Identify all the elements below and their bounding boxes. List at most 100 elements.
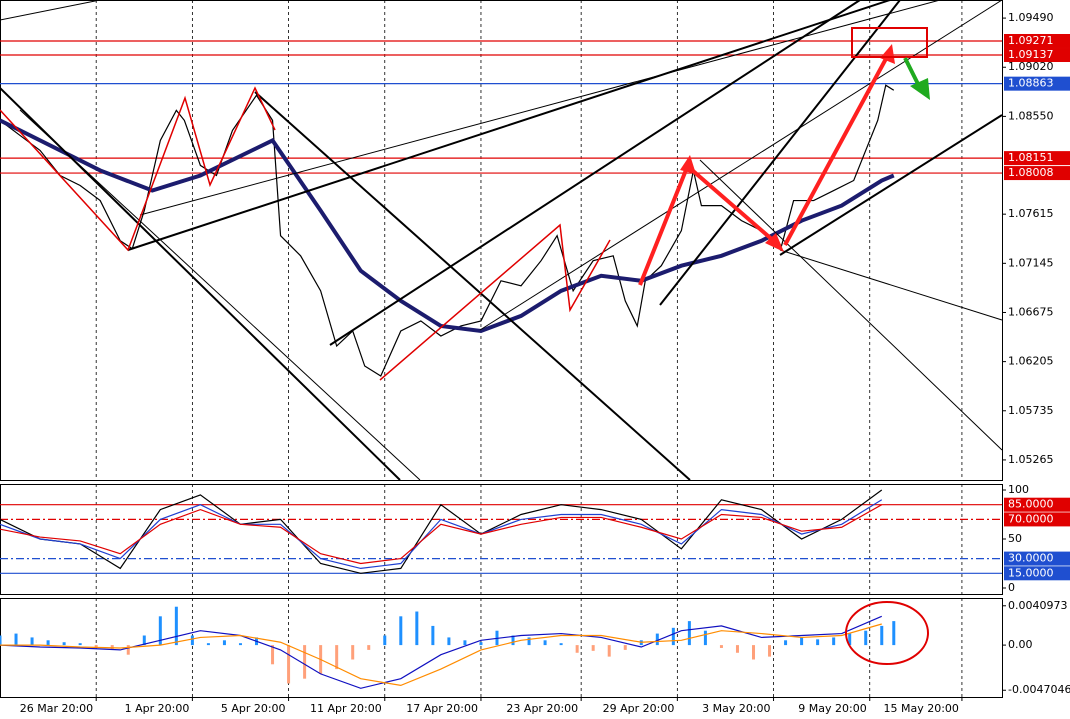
y-tick-label: 0 <box>1008 581 1015 594</box>
level-label: 1.08863 <box>1008 77 1054 90</box>
histogram-bar <box>190 635 194 646</box>
histogram-bar <box>399 616 403 646</box>
arrow-head <box>910 78 930 100</box>
x-tick-label: 11 Apr 20:00 <box>310 702 382 715</box>
histogram-bar <box>752 645 756 660</box>
trend-line <box>699 159 1003 451</box>
histogram-bar <box>46 640 50 646</box>
histogram-bar <box>575 645 579 653</box>
histogram-bar <box>880 625 884 646</box>
panel-frame <box>0 598 1003 698</box>
arrow-head <box>880 44 895 64</box>
trend-line <box>329 0 861 346</box>
x-tick-label: 29 Apr 20:00 <box>603 702 675 715</box>
arrow-head <box>680 155 696 174</box>
trend-line <box>659 0 901 306</box>
y-tick-label: 1.08550 <box>1008 109 1054 122</box>
x-tick-label: 1 Apr 20:00 <box>125 702 190 715</box>
level-label: 85.0000 <box>1008 498 1054 511</box>
histogram-bar <box>78 643 82 646</box>
histogram-bar <box>800 637 804 646</box>
histogram-bar <box>784 640 788 646</box>
histogram-bar <box>222 640 226 646</box>
histogram-bar <box>768 645 772 657</box>
histogram-bar <box>623 645 627 650</box>
annotations <box>0 0 1003 665</box>
histogram-bar <box>367 645 371 650</box>
level-label-box <box>1004 497 1070 512</box>
highlight-ellipse <box>845 601 929 665</box>
zigzag <box>0 86 276 252</box>
level-label: 15.0000 <box>1008 566 1054 579</box>
y-tick-label: 1.06205 <box>1008 355 1054 368</box>
trend-line <box>479 0 1003 331</box>
histogram-bar <box>0 635 2 646</box>
y-tick-label: 1.09020 <box>1008 60 1054 73</box>
y-tick-label: 1.07145 <box>1008 256 1054 269</box>
y-tick-label: 1.07615 <box>1008 207 1054 220</box>
histogram-bar <box>559 643 563 646</box>
histogram-bar <box>719 645 723 648</box>
histogram-bar <box>238 643 242 646</box>
histogram-bar <box>351 645 355 660</box>
level-label-box <box>1004 166 1070 181</box>
level-label-box <box>1004 512 1070 527</box>
arrow <box>638 164 690 286</box>
histogram-bar <box>543 640 547 646</box>
histogram-bar <box>142 635 146 646</box>
histogram-bar <box>735 645 739 653</box>
histogram-bar <box>94 645 98 648</box>
histogram-bar <box>892 621 896 646</box>
histogram-bar <box>832 637 836 646</box>
histogram-bar <box>206 643 210 646</box>
y-tick-label: 1.09490 <box>1008 11 1054 24</box>
histogram-bar <box>158 616 162 646</box>
level-label-box <box>1004 551 1070 566</box>
level-label-box <box>1004 33 1070 48</box>
y-tick-label: -0.0047046 <box>1008 683 1070 696</box>
histogram-bar <box>703 630 707 646</box>
histogram-bar <box>271 645 275 665</box>
level-label: 1.09271 <box>1008 34 1054 47</box>
level-label-box <box>1004 151 1070 166</box>
arrow <box>783 54 890 246</box>
series-line <box>0 118 895 334</box>
histogram-bar <box>527 637 531 646</box>
histogram-bar <box>671 627 675 646</box>
y-tick-label: 100 <box>1008 483 1029 496</box>
histogram-bar <box>591 645 595 651</box>
y-tick-label: 1.06675 <box>1008 305 1054 318</box>
x-tick-label: 17 Apr 20:00 <box>406 702 478 715</box>
target-box <box>851 27 928 58</box>
histogram-bar <box>30 637 34 646</box>
trend-line <box>139 0 941 216</box>
trend-line <box>254 91 691 481</box>
arrow-head <box>765 233 784 252</box>
x-tick-label: 9 May 20:00 <box>798 702 866 715</box>
x-tick-label: 5 Apr 20:00 <box>221 702 286 715</box>
y-tick-label: 0.0040973 <box>1008 599 1068 612</box>
histogram-bar <box>174 606 178 646</box>
trend-line <box>779 249 1003 321</box>
histogram-bar <box>126 645 130 655</box>
histogram-bar <box>816 639 820 646</box>
y-tick-label: 50 <box>1008 532 1022 545</box>
x-tick-label: 26 Mar 20:00 <box>20 702 93 715</box>
trend-line <box>19 109 421 481</box>
histogram-bar <box>383 635 387 646</box>
histogram-bar <box>848 633 852 646</box>
level-label: 70.0000 <box>1008 512 1054 525</box>
level-label: 1.08151 <box>1008 151 1054 164</box>
histogram-bar <box>287 645 291 684</box>
histogram-bar <box>447 637 451 646</box>
trend-line <box>0 0 101 21</box>
histogram-bar <box>415 611 419 646</box>
histogram-bar <box>864 630 868 646</box>
level-label: 1.08008 <box>1008 166 1054 179</box>
y-tick-label: 1.05735 <box>1008 404 1054 417</box>
series-line <box>0 499 883 570</box>
histogram-bar <box>511 635 515 646</box>
zigzag <box>379 223 611 381</box>
